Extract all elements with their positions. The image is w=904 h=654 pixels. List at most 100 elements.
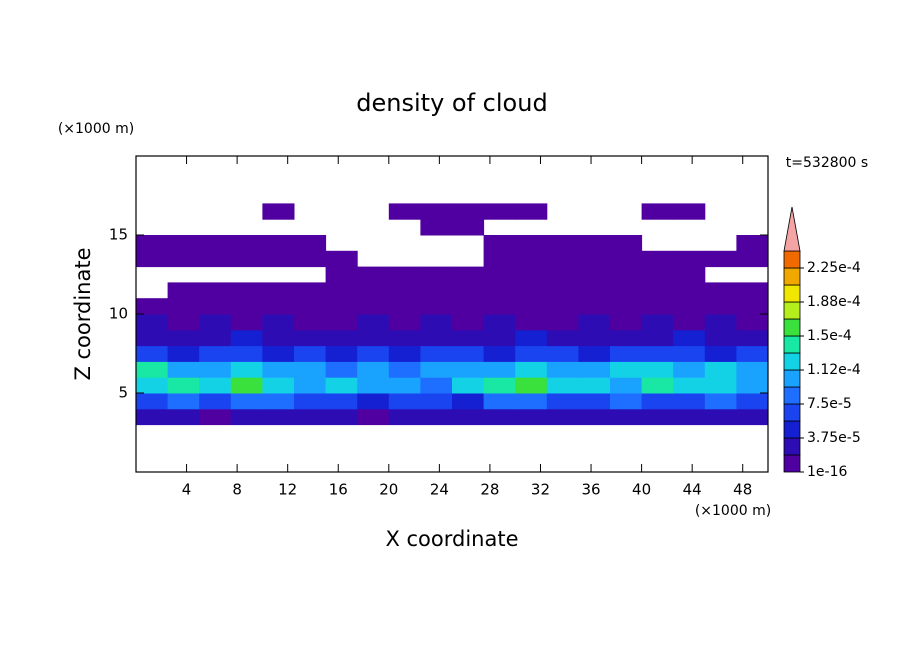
contour-cell — [167, 377, 200, 394]
contour-cell — [578, 219, 610, 235]
contour-cell — [610, 314, 643, 331]
contour-cell — [578, 203, 610, 219]
contour-cell — [546, 408, 579, 426]
contour-cell — [515, 250, 548, 268]
contour-cell — [515, 345, 548, 362]
contour-cell — [167, 329, 200, 347]
contour-cell — [484, 219, 516, 235]
contour-cell — [736, 298, 769, 315]
contour-cell — [136, 393, 169, 410]
contour-cell — [167, 345, 200, 362]
contour-cell — [136, 377, 169, 394]
contour-cell — [546, 298, 579, 315]
contour-cell — [483, 250, 516, 268]
x-tick-label: 36 — [581, 481, 600, 499]
contour-cell — [641, 298, 674, 315]
contour-cell — [736, 345, 769, 362]
contour-cell — [483, 203, 516, 220]
contour-cell — [673, 361, 706, 378]
contour-cell — [262, 377, 295, 394]
contour-cell — [167, 282, 200, 299]
colorbar-box — [783, 403, 801, 422]
contour-cell — [262, 345, 295, 362]
colorbar-label: 2.25e-4 — [807, 260, 861, 276]
contour-cell — [452, 266, 485, 283]
contour-cell — [230, 314, 263, 331]
contour-cell — [262, 393, 295, 410]
contour-cell — [673, 219, 705, 235]
contour-cell — [294, 219, 326, 235]
colorbar-label: 1e-16 — [807, 464, 847, 480]
colorbar-box — [783, 437, 801, 456]
contour-cell — [452, 393, 485, 410]
contour-cell — [736, 250, 769, 268]
colorbar-box — [783, 318, 801, 337]
contour-cell — [230, 282, 263, 299]
contour-cell — [230, 377, 263, 394]
contour-cell — [610, 377, 643, 394]
contour-cell — [325, 250, 358, 268]
colorbar-box — [783, 454, 801, 473]
contour-cell — [136, 250, 169, 268]
contour-cell — [420, 282, 453, 299]
colorbar-label: 7.5e-5 — [807, 396, 852, 412]
contour-cell — [199, 329, 232, 347]
contour-cell — [357, 377, 390, 394]
contour-cell — [736, 203, 768, 219]
contour-cell — [388, 266, 421, 283]
contour-cell — [294, 267, 326, 283]
contour-cell — [199, 282, 232, 299]
contour-cell — [136, 203, 168, 219]
contour-cell — [642, 235, 674, 251]
contour-cell — [294, 377, 327, 394]
contour-cell — [641, 393, 674, 410]
contour-cell — [325, 314, 358, 331]
contour-cell — [231, 219, 263, 235]
contour-cell — [262, 298, 295, 315]
contour-cell — [452, 235, 484, 251]
contour-cell — [736, 377, 769, 394]
contour-cell — [357, 266, 390, 283]
contour-cell — [736, 267, 768, 283]
contour-cell — [610, 203, 642, 219]
contour-cell — [578, 235, 611, 252]
contour-cell — [705, 203, 737, 219]
contour-cell — [578, 282, 611, 299]
contour-cell — [167, 314, 200, 331]
contour-cell — [420, 408, 453, 426]
contour-cell — [168, 267, 200, 283]
contour-cell — [641, 377, 674, 394]
contour-cell — [736, 219, 768, 235]
contour-cell — [420, 203, 453, 220]
contour-cell — [483, 266, 516, 283]
contour-cell — [136, 219, 168, 235]
contour-cell — [673, 203, 706, 220]
contour-cell — [452, 377, 485, 394]
contour-cell — [736, 235, 769, 252]
contour-cell — [673, 314, 706, 331]
contour-cell — [357, 298, 390, 315]
colorbar-label: 3.75e-5 — [807, 430, 861, 446]
contour-cell — [420, 345, 453, 362]
contour-cell — [704, 314, 737, 331]
contour-cell — [294, 203, 326, 219]
contour-cell — [325, 361, 358, 378]
contour-cell — [483, 314, 516, 331]
contour-cell — [546, 250, 579, 268]
contour-cell — [357, 219, 389, 235]
contour-cell — [515, 329, 548, 347]
contour-cell — [199, 267, 231, 283]
contour-cell — [388, 329, 421, 347]
contour-cell — [199, 203, 231, 219]
contour-cell — [420, 235, 452, 251]
colorbar-label: 1.5e-4 — [807, 328, 852, 344]
contour-cell — [389, 235, 421, 251]
contour-cell — [294, 250, 327, 268]
contour-cell — [294, 408, 327, 426]
contour-cell — [388, 361, 421, 378]
contour-cell — [641, 203, 674, 220]
x-axis-label: X coordinate — [385, 527, 518, 551]
x-tick-label: 24 — [430, 481, 449, 499]
x-tick-label: 20 — [379, 481, 398, 499]
contour-cell — [578, 298, 611, 315]
